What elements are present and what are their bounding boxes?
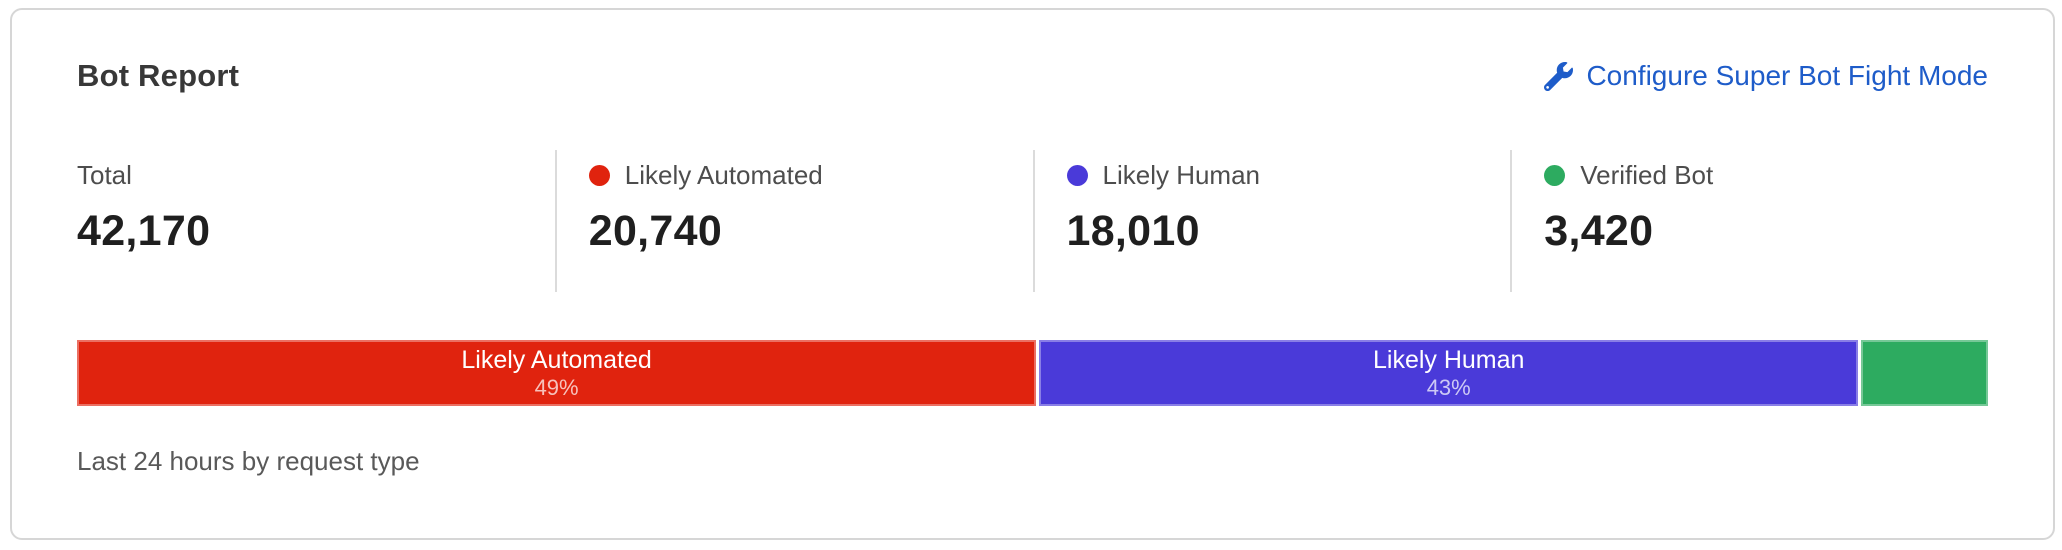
stat-total: Total 42,170 bbox=[77, 150, 555, 292]
stat-value: 42,170 bbox=[77, 207, 211, 255]
stat-value: 20,740 bbox=[588, 207, 723, 255]
stat-value: 18,010 bbox=[1066, 207, 1200, 255]
bar-segment-likely-human: Likely Human 43% bbox=[1039, 340, 1859, 406]
wrench-icon bbox=[1544, 61, 1574, 91]
page-title: Bot Report bbox=[77, 58, 240, 93]
stat-likely-automated: Likely Automated 20,740 bbox=[554, 150, 1033, 292]
bar-segment-label: Likely Human bbox=[1372, 346, 1525, 374]
action-link-label: Configure Super Bot Fight Mode bbox=[1586, 60, 1988, 91]
stat-likely-human: Likely Human 18,010 bbox=[1032, 150, 1511, 292]
stat-label: Likely Human bbox=[1102, 160, 1261, 190]
chart-caption: Last 24 hours by request type bbox=[77, 446, 420, 476]
card-header: Bot Report Configure Super Bot Fight Mod… bbox=[77, 10, 1988, 94]
request-type-stacked-bar: Likely Automated 49% Likely Human 43% bbox=[77, 340, 1988, 406]
bar-segment-percent: 49% bbox=[534, 375, 579, 400]
bar-segment-likely-automated: Likely Automated 49% bbox=[77, 340, 1037, 406]
stat-verified-bot: Verified Bot 3,420 bbox=[1510, 150, 1988, 292]
likely-automated-dot-icon bbox=[588, 165, 610, 186]
bar-segment-verified-bot bbox=[1861, 340, 1988, 406]
bar-segment-label: Likely Automated bbox=[461, 346, 652, 374]
stats-row: Total 42,170 Likely Automated 20,740 Lik… bbox=[77, 150, 1988, 292]
stat-label: Likely Automated bbox=[624, 160, 823, 190]
bot-report-card: Bot Report Configure Super Bot Fight Mod… bbox=[10, 8, 2055, 540]
bar-segment-percent: 43% bbox=[1426, 375, 1471, 400]
verified-bot-dot-icon bbox=[1544, 165, 1566, 186]
configure-super-bot-fight-mode-link[interactable]: Configure Super Bot Fight Mode bbox=[1544, 60, 1988, 92]
stat-value: 3,420 bbox=[1544, 207, 1654, 255]
stat-label: Total bbox=[77, 160, 132, 190]
stat-label: Verified Bot bbox=[1580, 160, 1714, 190]
likely-human-dot-icon bbox=[1066, 165, 1088, 186]
